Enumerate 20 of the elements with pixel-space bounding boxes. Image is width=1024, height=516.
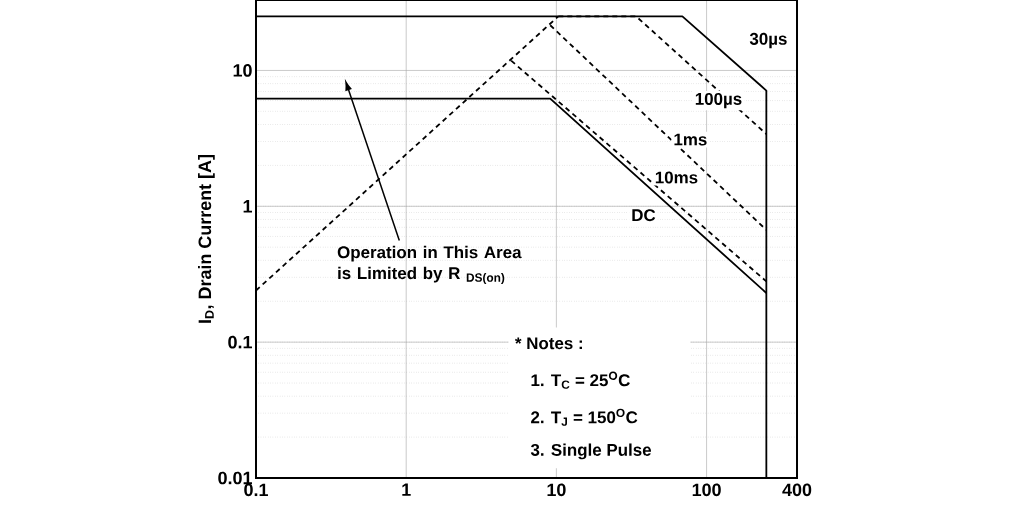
series-label: DC xyxy=(632,209,656,222)
series-label: 100µs xyxy=(695,92,742,109)
annotation: 1. T$_{C}$ = 25$^{O}$C xyxy=(531,371,630,389)
series-label: 1ms xyxy=(674,133,707,146)
annotation: 3. Single Pulse xyxy=(530,443,652,460)
annotation: 2. T$_{J}$ = 150$^{O}$C xyxy=(531,408,638,426)
series-label: 30µs xyxy=(749,32,787,49)
annotation: * Notes : xyxy=(514,337,582,350)
y-tick-label: 0.1 xyxy=(228,335,252,349)
y-tick-label: 1 xyxy=(243,200,252,213)
y-tick-label: 10 xyxy=(233,64,252,77)
x-tick-label: 10 xyxy=(547,483,566,497)
annotation: Operation in This Area is Limited by R $_{DS(on)}$ xyxy=(337,245,522,285)
series-label: 10ms xyxy=(655,171,698,184)
x-tick-label: 400 xyxy=(782,483,812,497)
x-tick-label: 1 xyxy=(402,483,411,496)
y-tick-label: 0.01 xyxy=(218,471,252,485)
y-axis-title: I$_{D}$, Drain Current [A] xyxy=(198,155,215,323)
x-tick-label: 100 xyxy=(692,483,721,497)
x-tick-label: 0.1 xyxy=(244,483,268,497)
